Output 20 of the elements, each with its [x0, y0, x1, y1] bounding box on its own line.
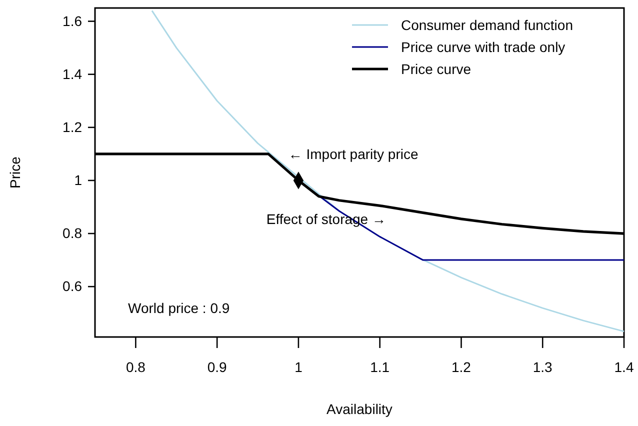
- x-tick-label: 1.2: [451, 358, 472, 375]
- y-tick-label: 1.6: [62, 12, 82, 29]
- x-tick-label: 0.9: [207, 358, 228, 375]
- x-tick-label: 1: [294, 358, 303, 375]
- annotation: World price : 0.9: [128, 300, 230, 316]
- legend-label: Consumer demand function: [401, 17, 573, 33]
- y-axis-title: Price: [7, 156, 23, 188]
- x-tick-label: 1.3: [532, 358, 553, 375]
- x-axis-title: Availability: [326, 401, 392, 417]
- y-tick-label: 0.6: [62, 278, 82, 294]
- y-tick-label: 1.2: [62, 118, 82, 135]
- y-tick-label: 1.4: [62, 66, 82, 82]
- x-tick-label: 0.8: [126, 358, 146, 375]
- y-tick-label: 1: [74, 172, 82, 188]
- legend-label: Price curve with trade only: [401, 39, 566, 55]
- x-tick-label: 1.1: [370, 358, 390, 375]
- y-tick-label: 0.8: [62, 225, 82, 242]
- annotation: ← Import parity price: [288, 146, 418, 162]
- x-tick-label: 1.4: [614, 358, 634, 375]
- legend-label: Price curve: [401, 61, 472, 77]
